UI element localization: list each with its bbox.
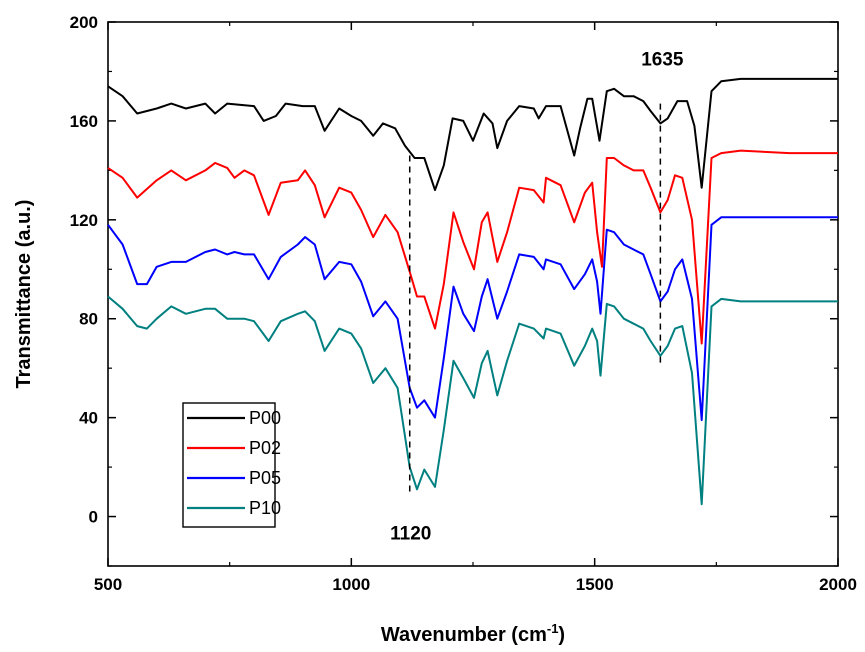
annotation-1120: 1120 xyxy=(390,523,431,544)
legend-label-p05: P05 xyxy=(249,468,281,488)
y-tick-label: 120 xyxy=(70,211,98,230)
annotation-1635: 1635 xyxy=(641,49,684,70)
x-axis-title-main: Wavenumber (cm xyxy=(381,624,547,646)
y-tick-label: 200 xyxy=(70,13,98,32)
legend-label-p02: P02 xyxy=(249,438,281,458)
annotations: 1120 1635 xyxy=(390,49,684,544)
legend-box xyxy=(182,402,276,528)
y-tick-label: 40 xyxy=(79,409,98,428)
axis-ticks: 500 1000 1500 2000 0 40 80 120 160 200 xyxy=(70,13,857,594)
y-axis-title: Transmittance (a.u.) xyxy=(13,200,35,389)
y-tick-label: 160 xyxy=(70,112,98,131)
series-line-p02 xyxy=(107,149,838,345)
x-axis-title: Wavenumber (cm-1) xyxy=(381,621,565,646)
series-line-p05 xyxy=(107,216,838,422)
x-tick-label: 2000 xyxy=(819,575,857,594)
legend-label-p10: P10 xyxy=(249,498,281,518)
legend-label-p00: P00 xyxy=(249,408,281,428)
axis-titles: Wavenumber (cm-1) Transmittance (a.u.) xyxy=(13,200,565,646)
y-tick-label: 0 xyxy=(89,508,98,527)
x-tick-label: 1500 xyxy=(576,575,614,594)
series-line-p00 xyxy=(107,77,838,192)
x-axis-title-close: ) xyxy=(558,624,565,646)
x-tick-label: 1000 xyxy=(332,575,370,594)
series-line-p10 xyxy=(107,295,838,506)
legend: P00 P02 P05 P10 xyxy=(182,402,281,528)
y-tick-label: 80 xyxy=(79,310,98,329)
x-axis-title-sup: -1 xyxy=(547,621,559,636)
x-tick-label: 500 xyxy=(94,575,122,594)
series-lines xyxy=(107,77,838,506)
